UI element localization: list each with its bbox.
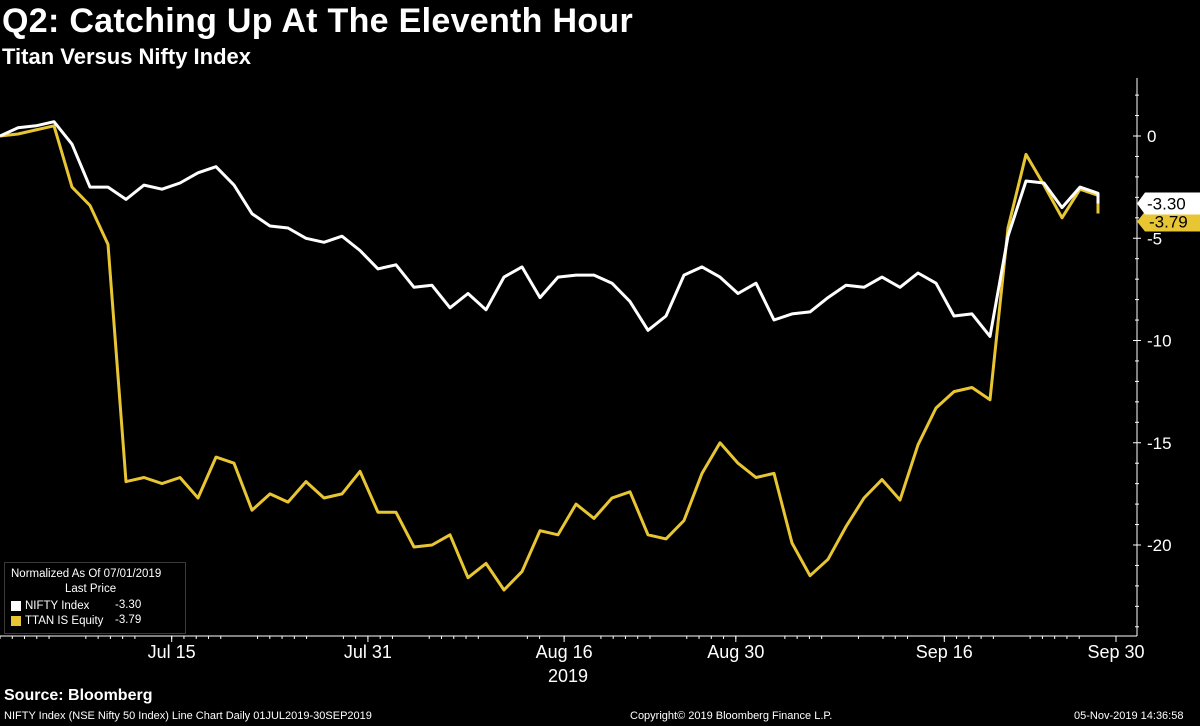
last-value-tag-nifty — [1137, 192, 1200, 215]
footer-left: NIFTY Index (NSE Nifty 50 Index) Line Ch… — [4, 710, 372, 722]
x-tick-label: Sep 30 — [1087, 642, 1144, 662]
x-tick-label: Sep 16 — [916, 642, 973, 662]
y-tick-label: -20 — [1147, 536, 1172, 555]
x-tick-label: Aug 30 — [707, 642, 764, 662]
x-tick-label: Aug 16 — [536, 642, 593, 662]
legend-subheader: Last Price — [65, 583, 117, 595]
y-tick-label: 0 — [1147, 127, 1156, 146]
legend-swatch-titan — [11, 616, 21, 626]
legend-label-titan: TTAN IS Equity — [25, 615, 104, 627]
source-note: Source: Bloomberg — [4, 687, 153, 704]
legend-swatch-nifty — [11, 601, 21, 611]
chart-subtitle: Titan Versus Nifty Index — [2, 44, 252, 69]
last-value-label-titan: -3.79 — [1149, 213, 1188, 232]
x-tick-label: Jul 15 — [148, 642, 196, 662]
y-tick-label: -15 — [1147, 434, 1172, 453]
legend-value-titan: -3.79 — [115, 614, 142, 626]
footer-center: Copyright© 2019 Bloomberg Finance L.P. — [630, 710, 833, 722]
legend: Normalized As Of 07/01/2019 Last Price N… — [4, 562, 186, 634]
legend-value-nifty: -3.30 — [115, 599, 142, 611]
titan-line — [0, 124, 1100, 592]
nifty-line — [0, 120, 1100, 338]
y-tick-label: -10 — [1147, 332, 1172, 351]
chart-title: Q2: Catching Up At The Eleventh Hour — [2, 2, 634, 40]
footer-right: 05-Nov-2019 14:36:58 — [1074, 710, 1184, 722]
x-tick-label: Jul 31 — [344, 642, 392, 662]
x-year-label: 2019 — [548, 666, 588, 686]
last-value-tag-titan — [1137, 211, 1200, 232]
last-value-label-nifty: -3.30 — [1147, 194, 1186, 213]
legend-item-nifty: NIFTY Index — [11, 599, 89, 613]
y-tick-label: -5 — [1147, 229, 1162, 248]
legend-label-nifty: NIFTY Index — [25, 600, 90, 612]
legend-item-titan: TTAN IS Equity — [11, 614, 103, 628]
legend-header: Normalized As Of 07/01/2019 — [11, 568, 162, 580]
